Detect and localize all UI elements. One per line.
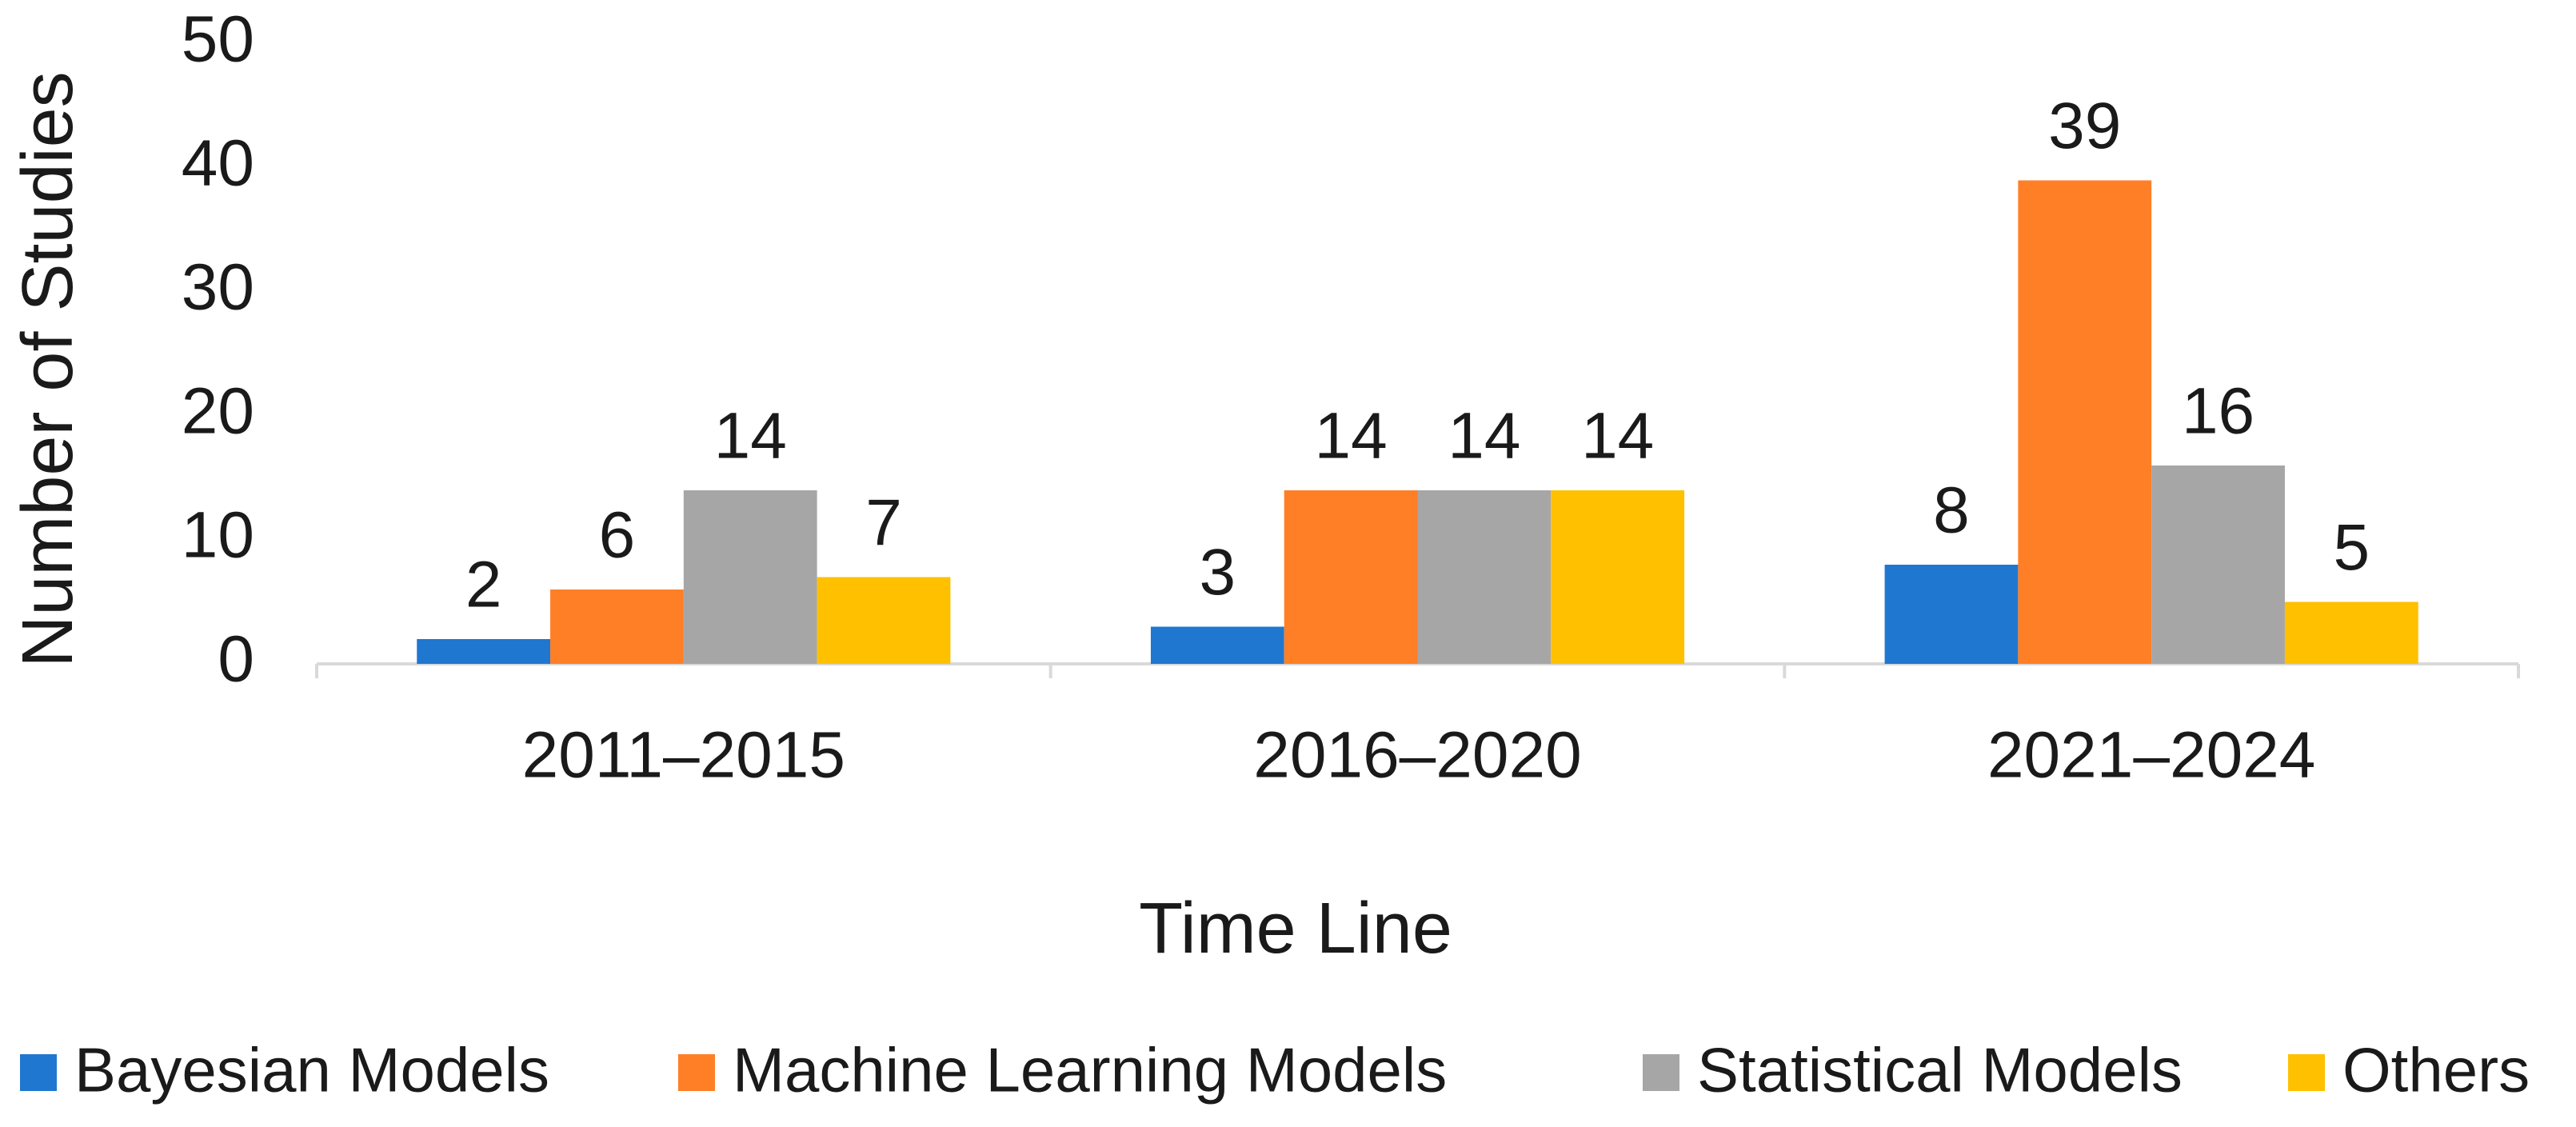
data-label: 7 [865,486,902,559]
bar [2151,466,2285,664]
x-tick-label: 2011–2015 [522,719,845,792]
bar [1150,626,1284,664]
data-label: 8 [1933,474,1970,547]
y-tick-label: 10 [182,499,254,572]
data-label: 3 [1200,536,1236,609]
data-label: 14 [1314,400,1387,473]
data-label: 16 [2182,375,2254,448]
legend-label: Bayesian Models [74,1035,549,1105]
bar [2284,601,2418,664]
bar [683,490,817,664]
legend-swatch [678,1054,715,1091]
y-tick-label: 50 [182,3,254,76]
bar [417,639,551,664]
data-label: 14 [714,400,787,473]
bar [1884,565,2019,664]
y-tick-label: 30 [182,251,254,324]
data-label: 14 [1448,400,1520,473]
x-tick-label: 2021–2024 [1987,719,2315,792]
data-label: 39 [2048,90,2121,162]
bar [817,577,951,664]
bar [1284,490,1418,664]
data-label: 2 [465,549,502,621]
x-tick-label: 2016–2020 [1253,719,1581,792]
y-tick-label: 40 [182,127,254,200]
y-tick-label: 20 [182,375,254,448]
y-axis-title: Number of Studies [8,71,88,667]
data-label: 6 [599,499,636,572]
legend-swatch [20,1054,57,1091]
bar [1551,490,1685,664]
bar [1417,490,1552,664]
y-tick-label: 0 [218,623,254,696]
legend-label: Others [2342,1035,2530,1105]
bar [2018,180,2152,664]
data-label: 5 [2334,511,2370,584]
bar [550,589,684,664]
legend-label: Statistical Models [1697,1035,2183,1105]
data-label: 14 [1581,400,1654,473]
legend-swatch [1643,1054,1679,1091]
legend-swatch [2288,1054,2325,1091]
x-axis-title: Time Line [1139,889,1452,969]
legend-label: Machine Learning Models [733,1035,1447,1105]
